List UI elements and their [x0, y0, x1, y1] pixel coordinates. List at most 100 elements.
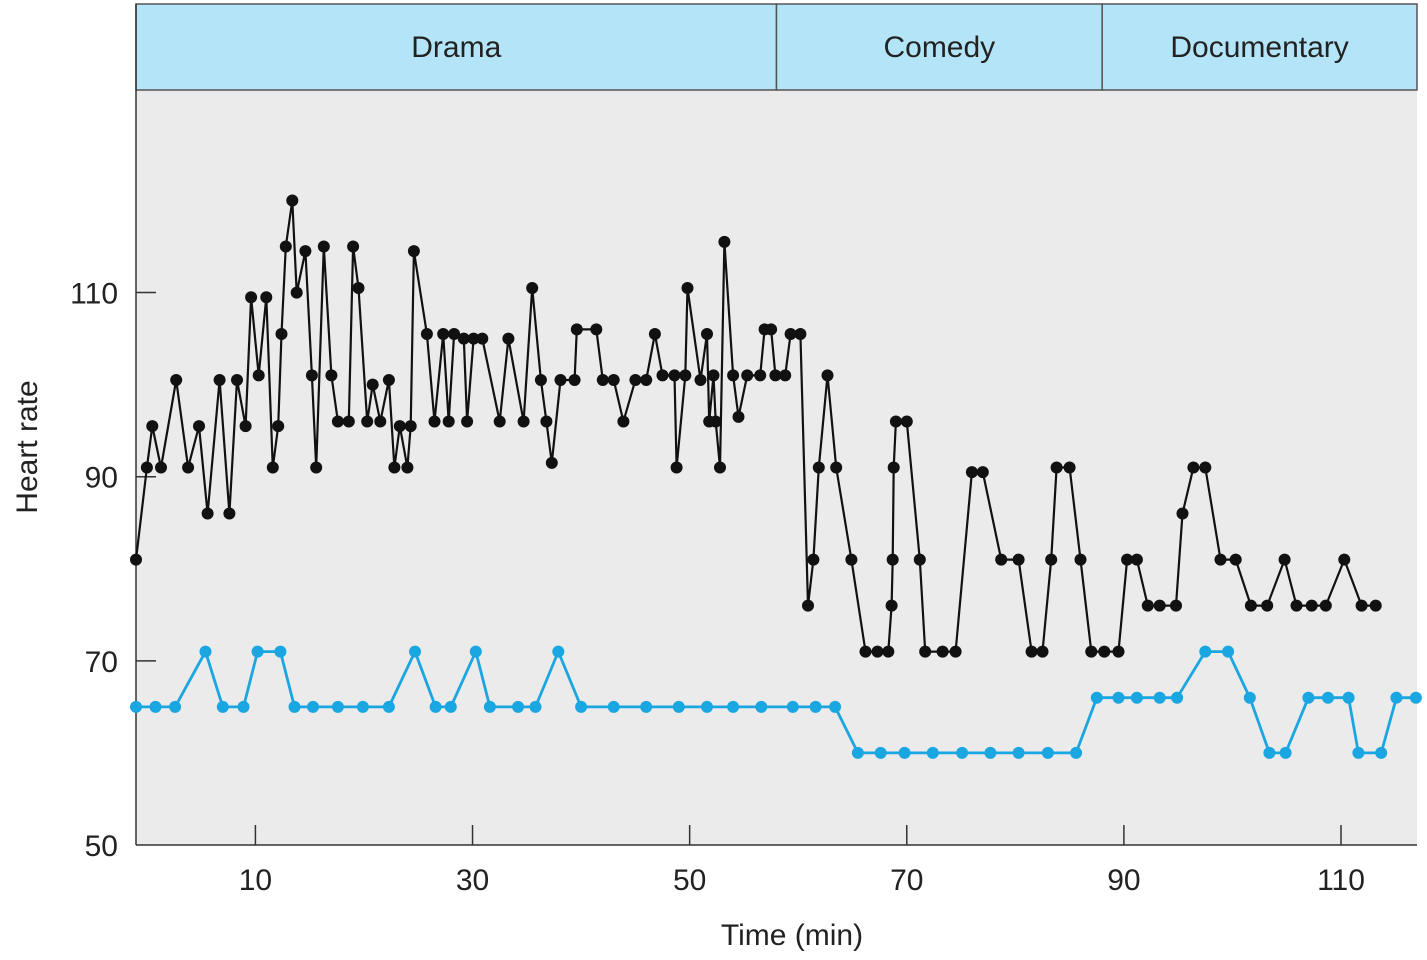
series-1-point: [325, 369, 338, 382]
y-axis-label: Heart rate: [11, 380, 44, 513]
series-2-point: [274, 645, 287, 658]
series-1-point: [1012, 553, 1025, 566]
series-2-point: [727, 700, 740, 713]
series-1-point: [442, 415, 455, 428]
series-1-point: [361, 415, 374, 428]
segment-documentary: [1101, 3, 1418, 91]
series-1-point: [540, 415, 553, 428]
y-tick-label: 70: [85, 646, 118, 679]
series-1-point: [407, 245, 420, 258]
series-1-point: [882, 645, 895, 658]
series-1-point: [794, 328, 807, 340]
series-1-point: [714, 461, 726, 474]
series-1-point: [802, 599, 814, 612]
series-1-point: [965, 466, 978, 479]
segment-drama: [135, 3, 778, 91]
series-1-point: [707, 369, 720, 382]
series-1-point: [949, 645, 962, 658]
series-2-point: [926, 746, 939, 759]
series-1-point: [239, 420, 252, 433]
series-2-point: [169, 700, 182, 713]
series-1-point: [1244, 599, 1257, 612]
series-1-point: [266, 461, 279, 474]
series-1-point: [830, 461, 843, 474]
series-1-point: [727, 369, 740, 382]
series-1-point: [1319, 599, 1332, 612]
series-1-point: [374, 415, 387, 428]
series-2-point: [984, 746, 997, 759]
series-1-point: [290, 286, 303, 299]
series-1-point: [936, 645, 949, 658]
series-2-point: [956, 746, 969, 759]
series-1-point: [279, 240, 292, 253]
series-1-point: [871, 645, 884, 658]
series-2-point: [429, 700, 442, 713]
series-2-point: [1243, 691, 1256, 704]
series-1-point: [1261, 599, 1274, 612]
series-1-point: [404, 420, 417, 433]
series-2-point: [444, 700, 457, 713]
series-2-point: [809, 700, 822, 713]
series-1-point: [1153, 599, 1166, 612]
series-1-point: [1214, 553, 1227, 566]
series-1-point: [886, 553, 899, 566]
series-1-point: [467, 332, 480, 345]
series-1-point: [821, 369, 834, 382]
series-1-point: [807, 553, 820, 566]
series-1-point: [732, 410, 745, 423]
x-tick-label: 30: [456, 864, 489, 897]
series-2-point: [1322, 691, 1334, 704]
series-2-point: [1012, 746, 1025, 759]
series-1-point: [1229, 553, 1242, 566]
series-1-point: [448, 328, 461, 340]
series-1-point: [352, 282, 365, 294]
series-1-point: [1141, 599, 1154, 612]
series-2-point: [1112, 691, 1125, 704]
series-1-point: [670, 461, 683, 474]
series-2-point: [829, 700, 842, 713]
series-2-point: [1041, 746, 1054, 759]
series-2-point: [672, 700, 685, 713]
series-1-point: [260, 291, 273, 304]
series-1-point: [701, 328, 713, 340]
series-2-point: [149, 700, 162, 713]
series-2-point: [786, 700, 799, 713]
series-2-point: [382, 700, 395, 713]
series-2-point: [640, 700, 653, 713]
segment-label-drama: Drama: [411, 31, 501, 64]
series-1-point: [1112, 645, 1125, 658]
series-2-point: [575, 700, 588, 713]
series-1-point: [155, 461, 167, 474]
series-1-point: [679, 369, 692, 382]
series-2-point: [130, 700, 142, 713]
series-1-point: [1170, 599, 1182, 612]
series-1-point: [1025, 645, 1038, 658]
series-1-point: [640, 374, 653, 386]
series-2-point: [237, 700, 250, 713]
series-1-point: [709, 415, 722, 428]
series-1-point: [130, 553, 142, 566]
series-1-point: [694, 374, 707, 386]
series-2-point: [898, 746, 911, 759]
series-2-point: [512, 700, 525, 713]
series-2-point: [1279, 746, 1292, 759]
series-1-point: [201, 507, 214, 520]
series-1-point: [1338, 553, 1351, 566]
series-1-point: [1050, 461, 1063, 474]
series-2-point: [607, 700, 620, 713]
series-1-point: [461, 415, 474, 428]
series-1-point: [502, 332, 515, 345]
series-1-point: [617, 415, 630, 428]
series-1-point: [859, 645, 872, 658]
series-1-point: [1355, 599, 1368, 612]
series-2-point: [1222, 645, 1235, 658]
series-1-point: [342, 415, 355, 428]
series-1-point: [493, 415, 506, 428]
y-tick-label: 90: [85, 462, 118, 495]
series-2-point: [1153, 691, 1166, 704]
x-axis-label: Time (min): [721, 919, 863, 952]
series-2-point: [1263, 746, 1276, 759]
series-2-point: [1090, 691, 1103, 704]
plot-background: [136, 90, 1417, 845]
